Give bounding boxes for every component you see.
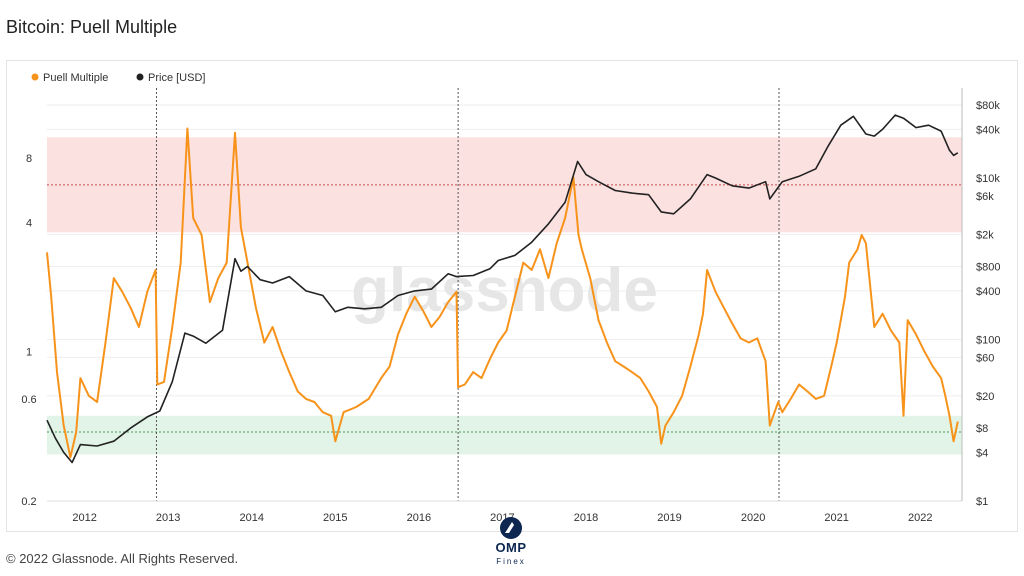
logo-text: OMP <box>495 540 527 555</box>
y-right-tick-label: $100 <box>976 334 1000 346</box>
logo-subtext: Finex <box>496 557 526 566</box>
y-right-tick-label: $10k <box>976 173 1000 185</box>
x-tick-label: 2012 <box>72 512 96 524</box>
x-tick-label: 2019 <box>657 512 681 524</box>
watermark-text: glassnode <box>351 256 658 325</box>
chart-card: glassnode 8 4 1 0.6 0.2 $80k $40k $10k $6k $2k $800… <box>6 60 1018 532</box>
omp-logo-icon <box>500 517 522 539</box>
series-line-price <box>46 114 959 464</box>
y-left-tick-label: 8 <box>26 153 32 165</box>
x-tick-label: 2015 <box>323 512 347 524</box>
y-left-tick-label: 1 <box>26 346 32 358</box>
series-line-puell-multiple <box>46 127 959 459</box>
y-right-tick-label: $1 <box>976 496 988 508</box>
y-left-tick-label: 0.6 <box>21 394 36 406</box>
y-right-tick-label: $20 <box>976 391 994 403</box>
copyright-footer: © 2022 Glassnode. All Rights Reserved. <box>6 551 239 566</box>
legend-marker <box>31 73 39 81</box>
x-tick-label: 2022 <box>908 512 932 524</box>
y-right-tick-label: $80k <box>976 100 1000 112</box>
buy-zone-band <box>47 415 962 455</box>
legend-marker <box>136 73 144 81</box>
y-left-tick-label: 0.2 <box>21 496 36 508</box>
x-tick-label: 2020 <box>741 512 765 524</box>
y-right-tick-label: $2k <box>976 229 994 241</box>
y-right-tick-label: $400 <box>976 286 1000 298</box>
y-right-tick-label: $8 <box>976 423 988 435</box>
y-right-tick-label: $800 <box>976 262 1000 274</box>
x-tick-label: 2014 <box>239 512 263 524</box>
y-right-tick-label: $4 <box>976 447 988 459</box>
y-right-tick-label: $6k <box>976 191 994 203</box>
x-tick-label: 2013 <box>156 512 180 524</box>
x-tick-label: 2018 <box>574 512 598 524</box>
legend-label: Price [USD] <box>148 72 205 84</box>
x-tick-label: 2021 <box>824 512 848 524</box>
y-right-tick-label: $60 <box>976 352 994 364</box>
legend-label: Puell Multiple <box>43 72 108 84</box>
page-title: Bitcoin: Puell Multiple <box>6 17 178 37</box>
y-right-tick-label: $40k <box>976 124 1000 136</box>
x-tick-label: 2016 <box>407 512 431 524</box>
puell-multiple-chart: glassnode 8 4 1 0.6 0.2 $80k $40k $10k $6k $2k $800… <box>21 72 1000 524</box>
y-left-tick-label: 4 <box>26 218 32 230</box>
